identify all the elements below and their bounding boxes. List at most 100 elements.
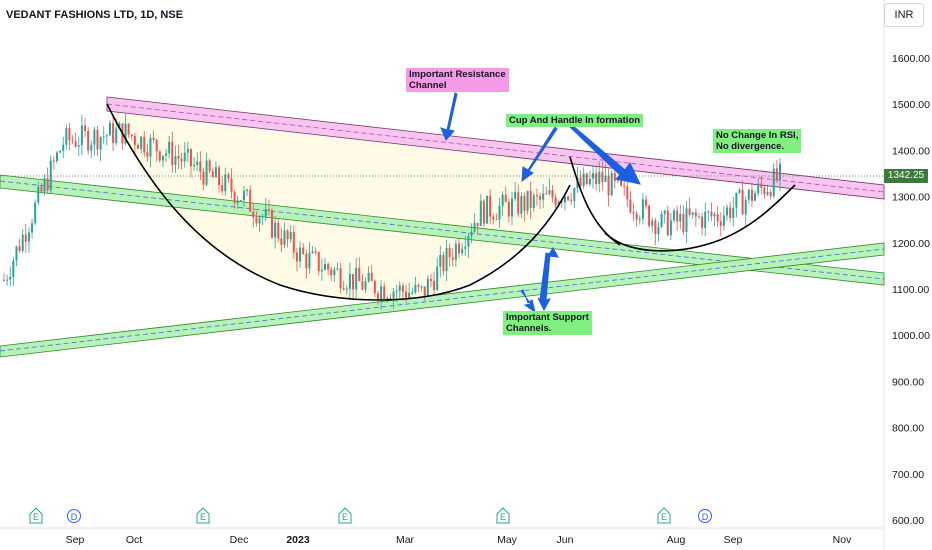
candle-body [423, 286, 426, 296]
support-annotation: Important Support Channels. [503, 311, 592, 335]
rsi-annotation: No Change In RSI, No divergence. [713, 129, 802, 153]
candle-body [660, 213, 663, 227]
price-tick-label: 1000.00 [892, 330, 930, 342]
candle-body [495, 219, 498, 221]
candle-body [747, 189, 750, 200]
candle-body [467, 235, 470, 247]
candle-body [277, 222, 280, 239]
candle-body [155, 139, 158, 152]
candle-body [398, 285, 401, 291]
candle-body [623, 185, 626, 187]
event-marker-label: E [661, 512, 667, 522]
candle-body [161, 155, 164, 161]
candle-body [352, 273, 355, 290]
candle-body [535, 195, 538, 197]
candle-body [716, 214, 719, 222]
earnings-marker[interactable]: E [657, 507, 671, 524]
candle-body [679, 213, 682, 222]
candle-body [283, 230, 286, 245]
candle-body [750, 189, 753, 201]
candle-body [171, 141, 174, 166]
candle-body [364, 281, 367, 290]
candle-body [37, 186, 40, 203]
candle-body [348, 273, 351, 289]
candle-body [295, 252, 298, 262]
candle-body [59, 150, 62, 153]
candle-body [426, 279, 429, 296]
candle-body [757, 183, 760, 194]
dividend-marker[interactable]: D [67, 509, 81, 523]
candle-body [489, 195, 492, 217]
candle-body [507, 202, 510, 217]
candle-body [414, 284, 417, 293]
candle-body [442, 254, 445, 272]
candle-body [501, 194, 504, 206]
time-tick-label: Jun [557, 534, 574, 546]
candle-body [492, 216, 495, 220]
candle-body [99, 137, 102, 150]
price-tick-label: 1100.00 [892, 284, 929, 296]
candle-body [601, 171, 604, 183]
candle-body [735, 192, 738, 208]
event-marker-label: D [702, 512, 709, 522]
earnings-marker[interactable]: E [496, 507, 510, 524]
candle-body [258, 217, 261, 224]
price-tick-label: 800.00 [892, 423, 924, 435]
earnings-marker[interactable]: E [29, 507, 43, 524]
dividend-marker[interactable]: D [698, 509, 712, 523]
candle-body [726, 207, 729, 216]
candle-body [127, 123, 130, 135]
candle-body [445, 247, 448, 272]
earnings-marker[interactable]: E [338, 507, 352, 524]
candle-body [333, 269, 336, 276]
candle-body [202, 171, 205, 185]
candle-body [140, 136, 143, 149]
candle-body [137, 144, 140, 149]
time-axis[interactable]: Sep Oct Dec 2023 Mar May Jun Aug Sep Nov [66, 534, 852, 546]
candle-body [554, 197, 557, 206]
candle-body [610, 173, 613, 196]
price-tick-label: 1200.00 [892, 238, 930, 250]
candle-body [370, 272, 373, 281]
candle-body [299, 247, 302, 262]
candle-body [15, 246, 18, 261]
candle-body [557, 201, 560, 206]
candle-body [520, 196, 523, 214]
candle-body [766, 191, 769, 195]
candle-body [314, 251, 317, 253]
price-tick-label: 700.00 [892, 469, 924, 481]
candle-body [31, 223, 34, 233]
candle-body [40, 186, 43, 192]
price-tick-label: 1400.00 [892, 145, 930, 157]
candle-body [46, 178, 49, 191]
candle-body [71, 140, 74, 142]
cup-arrow-left-icon [521, 126, 558, 183]
candle-body [504, 194, 507, 203]
time-tick-label: Dec [230, 534, 249, 546]
candle-body [6, 279, 9, 281]
price-axis[interactable]: 1600.00 1500.00 1400.00 1300.00 1200.00 1100.… [892, 53, 930, 527]
candle-body [152, 137, 155, 140]
candle-body [27, 232, 30, 242]
candle-body [676, 210, 679, 222]
candle-body [246, 189, 249, 192]
candle-body [358, 267, 361, 282]
candle-body [361, 281, 364, 290]
candle-body [629, 199, 632, 213]
candle-body [143, 136, 146, 153]
candle-body [573, 188, 576, 201]
candle-body [408, 292, 411, 298]
earnings-marker[interactable]: E [196, 507, 210, 524]
candle-body [458, 243, 461, 254]
currency-selector[interactable]: INR [884, 3, 924, 27]
candle-body [43, 178, 46, 192]
candle-body [744, 199, 747, 215]
candle-body [84, 125, 87, 131]
candle-body [648, 205, 651, 226]
candle-body [588, 178, 591, 185]
candle-body [691, 212, 694, 215]
candle-body [146, 152, 149, 157]
resistance-annotation: Important Resistance Channel [406, 68, 509, 92]
